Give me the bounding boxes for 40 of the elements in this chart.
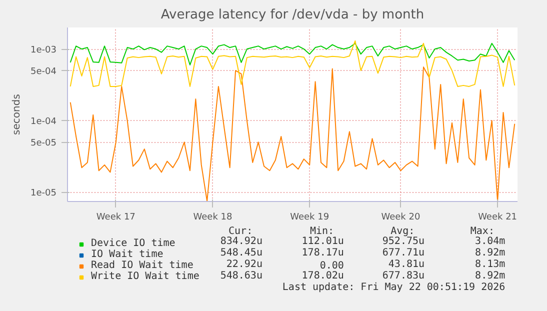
chart-title: Average latency for /dev/vda - by month	[160, 8, 424, 22]
line-series	[70, 40, 516, 87]
text: 677.83u	[382, 270, 425, 282]
text: Cur:	[228, 226, 253, 237]
text: 548.45u	[220, 248, 262, 258]
legend-label: IO Wait time	[91, 249, 164, 260]
y-tick-label: 5e-05	[30, 138, 57, 149]
text: 8.13m	[475, 259, 506, 270]
text: 8.92m	[475, 248, 506, 258]
y-axis-title: seconds	[12, 94, 23, 135]
text: Max:	[470, 226, 494, 237]
text: 0.00	[320, 260, 344, 272]
y-tick-label: 1e-04	[30, 117, 57, 128]
line-series	[70, 42, 516, 66]
line-series	[70, 66, 516, 202]
text: Last update: Fri May 22 00:51:19 2026	[282, 282, 506, 293]
x-tick-label: Week 21	[478, 212, 518, 222]
text: 3.04m	[475, 236, 506, 247]
x-tick-label: Week 18	[193, 212, 233, 222]
y-tick-label: 1e-05	[30, 188, 57, 199]
x-tick-label: Week 20	[381, 212, 420, 222]
text: 178.17u	[302, 248, 344, 258]
text: 952.75u	[382, 236, 425, 247]
text: 548.63u	[220, 270, 262, 282]
x-tick-label: Week 19	[290, 212, 330, 222]
x-tick-label: Week 17	[96, 212, 136, 222]
text: 178.02u	[302, 270, 344, 282]
text: 677.71u	[382, 248, 425, 258]
text: 112.01u	[302, 236, 344, 247]
legend-label: Write IO Wait time	[91, 271, 200, 282]
text: 8.92m	[475, 270, 506, 282]
text: Avg:	[390, 226, 415, 237]
legend-label: Device IO time	[91, 238, 176, 249]
text: Min:	[310, 226, 334, 237]
text: 22.92u	[226, 259, 262, 270]
y-tick-label: 1e-03	[30, 46, 57, 56]
text: 834.92u	[220, 236, 262, 247]
legend-label: Read IO Wait time	[91, 260, 194, 271]
text: 43.81u	[388, 259, 425, 270]
y-tick-label: 5e-04	[30, 67, 57, 78]
